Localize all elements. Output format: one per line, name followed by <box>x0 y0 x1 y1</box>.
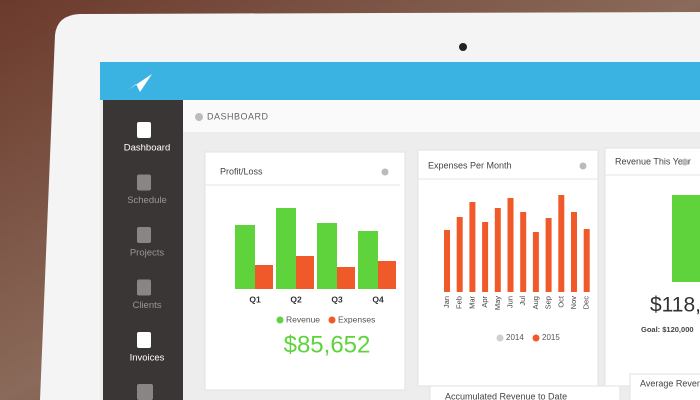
sidebar-icon <box>137 227 151 243</box>
total: $118,7 <box>650 294 700 317</box>
revenue-progress-bar <box>672 195 700 282</box>
legend-label: Expenses <box>338 314 375 324</box>
category-label: Q4 <box>372 294 384 304</box>
info-icon <box>579 162 587 170</box>
sidebar-item[interactable]: Dashboard <box>124 143 170 154</box>
category-label: Dec <box>582 296 591 310</box>
top-bar <box>100 62 700 100</box>
bar <box>444 230 450 292</box>
category-label: Feb <box>455 296 464 309</box>
sidebar-item[interactable]: Schedule <box>127 195 167 206</box>
bar <box>571 212 577 292</box>
category-label: Apr <box>480 295 489 307</box>
bar <box>558 195 565 292</box>
sidebar-icon <box>137 332 151 348</box>
bar <box>276 208 296 289</box>
bar <box>378 261 396 289</box>
category-label: May <box>493 296 502 310</box>
logo <box>128 74 152 92</box>
bar <box>358 231 378 289</box>
panel-title: Expenses Per Month <box>428 160 512 170</box>
home-icon <box>195 113 203 121</box>
legend-label: Revenue <box>286 314 320 324</box>
panel-title: Accumulated Revenue to Date <box>445 391 567 400</box>
panel <box>629 373 700 400</box>
bar <box>545 218 552 292</box>
bar <box>317 223 337 289</box>
bar <box>469 202 476 292</box>
sidebar-icon <box>137 384 153 400</box>
legend-swatch <box>276 316 284 324</box>
sidebar <box>103 100 183 400</box>
info-icon <box>681 158 689 166</box>
bar <box>482 222 489 292</box>
panel-title: Average Revenue P <box>640 378 700 388</box>
breadcrumb-bar <box>183 100 700 132</box>
legend-swatch <box>532 334 540 342</box>
category-label: Sep <box>544 296 553 309</box>
info-icon <box>381 168 389 176</box>
panel <box>429 385 621 400</box>
bar <box>296 256 314 289</box>
bar <box>520 212 527 292</box>
bar <box>494 208 501 292</box>
breadcrumb: DASHBOARD <box>207 111 269 121</box>
legend-swatch <box>328 316 336 324</box>
panel-title: Profit/Loss <box>220 166 263 176</box>
category-label: Q2 <box>290 294 302 304</box>
sidebar-icon <box>137 122 151 138</box>
category-label: Jun <box>505 296 514 308</box>
bar <box>507 198 514 292</box>
bar <box>456 217 463 292</box>
legend-swatch <box>496 334 504 342</box>
category-label: Oct <box>556 295 565 308</box>
category-label: Mar <box>467 296 476 309</box>
sidebar-item[interactable]: Invoices <box>130 353 165 364</box>
bar <box>255 265 273 289</box>
panel-title: Revenue This Year <box>615 156 691 166</box>
category-label: Jan <box>442 296 451 308</box>
category-label: Aug <box>531 296 540 309</box>
sidebar-icon <box>137 174 151 191</box>
category-label: Nov <box>569 296 578 310</box>
goal: Goal: $120,000 <box>641 325 694 334</box>
legend-label: 2014 <box>506 333 524 342</box>
category-label: Q3 <box>331 294 343 304</box>
sidebar-item[interactable]: Projects <box>130 248 165 259</box>
category-label: Jul <box>518 296 527 306</box>
sidebar-item[interactable]: Clients <box>132 300 161 311</box>
category-label: Q1 <box>249 294 261 304</box>
camera <box>459 43 467 51</box>
bar <box>532 232 539 292</box>
bar <box>583 229 590 292</box>
bar <box>337 267 355 289</box>
sidebar-icon <box>137 279 151 296</box>
bar <box>235 225 255 289</box>
total: $85,652 <box>284 331 371 358</box>
legend-label: 2015 <box>542 333 560 342</box>
